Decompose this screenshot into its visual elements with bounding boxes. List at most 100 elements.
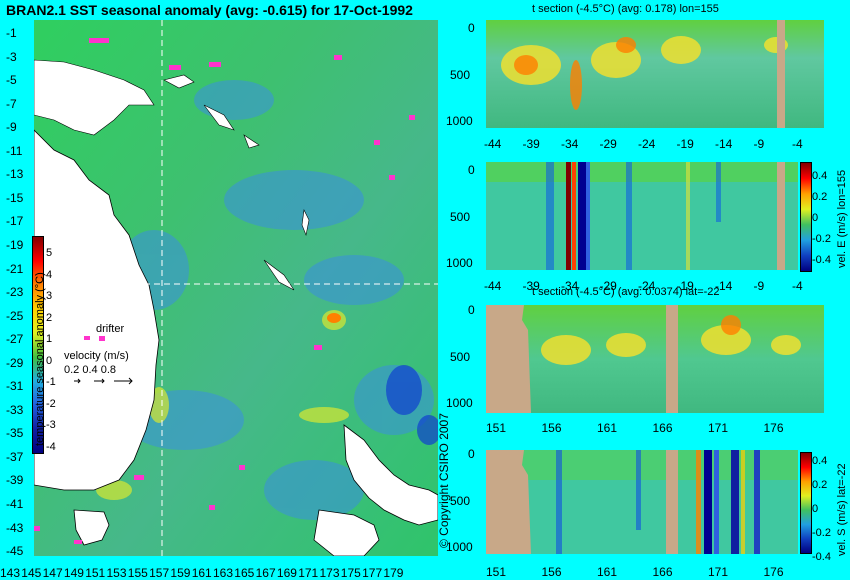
section-x-tick-label: -4: [792, 137, 803, 151]
section-x-tick-label: 171: [708, 421, 729, 435]
panel3-title: t section (-4.5°C) (avg: 0.0374) lat=-22: [532, 286, 720, 298]
lat-tick-label: -17: [6, 214, 24, 229]
section-x-tick-label: 176: [763, 565, 784, 579]
section-x-tick-label: -39: [522, 137, 540, 151]
section-x-tick-label: 161: [597, 565, 618, 579]
section-x-tick-label: -9: [753, 137, 765, 151]
sst-colorbar: [32, 236, 44, 454]
section-x-tick-label: -34: [561, 137, 579, 151]
lat-tick-label: -43: [6, 520, 24, 535]
section-x-tick-label: 171: [708, 565, 729, 579]
lat-tick-label: -19: [6, 237, 24, 252]
sst-map: [34, 20, 438, 556]
panel1-title: t section (-4.5°C) (avg: 0.178) lon=155: [532, 3, 719, 15]
colorbar-tick-label: 0: [46, 354, 53, 367]
lat-tick-label: -11: [6, 143, 23, 158]
lon-tick-label: 159: [170, 566, 191, 580]
land-new-zealand-north: [343, 424, 438, 526]
colorbar-tick-label: -2: [46, 397, 56, 410]
velocity-cb-tick-label: 0.2: [812, 191, 828, 203]
section-x-tick-label: -9: [753, 279, 765, 293]
panel2-section: [486, 162, 798, 270]
lat-tick-label: -7: [6, 96, 17, 111]
copyright-text: © Copyright CSIRO 2007: [437, 413, 451, 548]
depth-tick-label: 500: [450, 209, 471, 224]
lon-tick-label: 155: [127, 566, 148, 580]
lat-tick-label: -27: [6, 332, 24, 347]
depth-tick-label: 0: [468, 447, 475, 461]
warm-eddy-core: [327, 313, 341, 323]
lat-tick-label: -13: [6, 167, 24, 182]
lat-tick-label: -29: [6, 355, 24, 370]
section-x-tick-label: 156: [541, 421, 562, 435]
section-x-tick-label: -39: [522, 279, 540, 293]
section-x-tick-label: 156: [541, 565, 562, 579]
panel1-land: [777, 20, 785, 128]
section-x-tick-label: -29: [599, 137, 617, 151]
lat-tick-label: -35: [6, 426, 24, 441]
lat-tick-label: -15: [6, 190, 24, 205]
lat-tick-label: -9: [6, 120, 17, 135]
panel1-section: [486, 20, 824, 128]
section-x-tick-label: 161: [597, 421, 618, 435]
section-x-tick-label: -24: [638, 137, 656, 151]
lon-tick-label: 175: [340, 566, 361, 580]
lat-tick-label: -21: [6, 261, 24, 276]
velocity-cb-tick-label: -0.2: [812, 233, 831, 245]
panel4-side-label: vel. S (m/s) lat=-22: [836, 463, 848, 556]
panel3-land-middle: [666, 305, 678, 413]
section-x-tick-label: -29: [599, 279, 617, 293]
panel3-section: [486, 305, 824, 413]
depth-tick-label: 1000: [446, 114, 473, 129]
lon-tick-label: 167: [255, 566, 276, 580]
lat-tick-label: -25: [6, 308, 24, 323]
colorbar-tick-label: 5: [46, 247, 53, 259]
lat-tick-label: -45: [6, 544, 24, 559]
lon-tick-label: 161: [191, 566, 212, 580]
lon-tick-label: 165: [234, 566, 255, 580]
velocity-cb-tick-label: -0.4: [812, 254, 831, 266]
section-x-tick-label: 151: [486, 421, 507, 435]
panel3-land-west: [486, 305, 531, 413]
drifter-legend-label: drifter: [96, 323, 125, 335]
depth-tick-label: 1000: [446, 396, 473, 411]
land-tasmania: [73, 509, 110, 546]
colorbar-tick-label: 4: [46, 268, 53, 281]
section-x-tick-label: 176: [763, 421, 784, 435]
velocity-cb-tick-label: 0.4: [812, 170, 828, 182]
lat-tick-label: -37: [6, 449, 24, 464]
land-solomon-islands: [163, 74, 260, 149]
depth-tick-label: 500: [450, 349, 471, 364]
panel4-land-west: [486, 450, 531, 554]
drifter-legend-marker: [84, 336, 90, 340]
velocity-cb-tick-label: 0: [812, 503, 819, 515]
map-title: BRAN2.1 SST seasonal anomaly (avg: -0.61…: [6, 2, 413, 18]
lon-tick-label: 149: [63, 566, 84, 580]
lat-tick-label: -31: [6, 379, 24, 394]
section-x-tick-label: -34: [561, 279, 579, 293]
colorbar-tick-label: 2: [46, 311, 53, 324]
lon-tick-label: 153: [106, 566, 127, 580]
colorbar-tick-label: -4: [46, 440, 56, 453]
lat-tick-label: -1: [6, 26, 17, 40]
section-x-tick-label: -14: [715, 279, 733, 293]
panel4-section: [486, 450, 798, 554]
depth-tick-label: 0: [468, 21, 475, 35]
section-x-tick-label: 166: [652, 565, 673, 579]
lon-tick-label: 157: [149, 566, 170, 580]
section-x-tick-label: -19: [676, 137, 694, 151]
panel2-land: [777, 162, 785, 270]
depth-tick-label: 1000: [446, 540, 473, 555]
panel2-colorbar: [800, 162, 812, 272]
land-australia: [34, 129, 160, 491]
lon-tick-label: 173: [319, 566, 340, 580]
land-vanuatu: [301, 208, 310, 237]
lon-tick-label: 143: [0, 566, 21, 580]
lat-tick-label: -5: [6, 73, 17, 88]
velocity-cb-tick-label: -0.2: [812, 527, 831, 539]
lon-tick-label: 169: [276, 566, 297, 580]
panel2-side-label: vel. E (m/s) lon=155: [836, 169, 848, 268]
depth-tick-label: 500: [450, 493, 471, 508]
lon-tick-label: 145: [21, 566, 42, 580]
section-x-tick-label: -44: [484, 279, 502, 293]
